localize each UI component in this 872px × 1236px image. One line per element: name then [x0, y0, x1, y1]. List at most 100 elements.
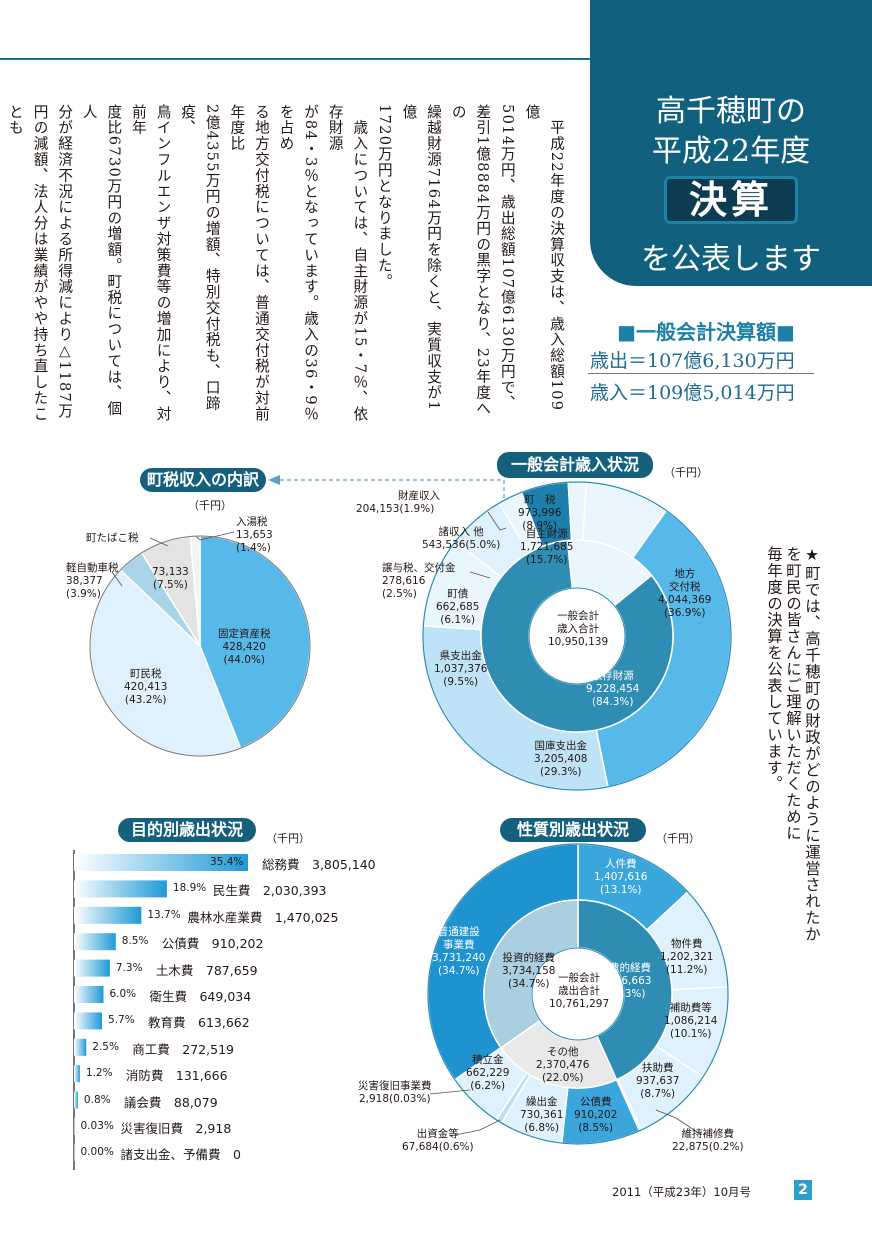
nature-outer-label-5-line-0: 公債費 [579, 1096, 612, 1108]
body-line-8: 2億4355万円の増額、特別交付税も、口蹄疫、 [179, 104, 221, 412]
nature-inner-label-1-line-0: その他 [546, 1046, 579, 1058]
town-tax-label-1-line-1: 420,413 [124, 681, 168, 693]
purpose-bar-label-10: 災害復旧費 2,918 [120, 1121, 232, 1136]
town-tax-label-4-line-2: (1.4%) [236, 542, 271, 554]
header-line-2: 平成22年度 [651, 134, 811, 169]
chart-title-purpose: 目的別歳出状況 [118, 818, 256, 842]
nature-outer-label-5-line-2: (8.5%) [578, 1122, 614, 1134]
town-tax-label-3b-line-1: (7.5%) [152, 579, 188, 591]
revenue-inner-label-1-line-1: 9,228,454 [586, 683, 640, 695]
summary-expenditure: 歳出＝107億6,130万円 [590, 350, 795, 372]
nature-outer-label-10-line-3: (34.7%) [437, 965, 480, 977]
nature-outer-label-3-line-0: 扶助費 [641, 1062, 674, 1074]
revenue-outer-label-7-line-0: 財産収入 [356, 490, 440, 502]
nature-outer-label-9-line-0: 災害復旧事業費 [358, 1080, 432, 1092]
purpose-bar-label-1: 民生費 2,030,393 [212, 883, 327, 899]
revenue-outer-label-3-line-0: 県支出金 [439, 650, 482, 662]
nature-outer-label-5-line-1: 910,202 [574, 1109, 618, 1121]
purpose-bar-pct-0: 35.4% [210, 856, 244, 868]
purpose-bar-pct-11: 0.00% [80, 1146, 114, 1159]
town-tax-label-1: 町民税 420,413 (43.2%) [124, 668, 167, 707]
revenue-outer-label-3-line-1: 1,037,376 [434, 663, 488, 675]
unit-town-tax: （千円） [188, 499, 232, 512]
body-line-2: 差引1億8884万円の黒字となり、23年度への [449, 104, 492, 417]
revenue-inner-label-0-line-2: (15.7%) [525, 554, 568, 566]
body-line-9: 鳥インフルエンザ対策費等の増加により、対前年 [129, 104, 172, 422]
revenue-outer-label-2: 国庫支出金 3,205,408 (29.3%) [534, 740, 587, 779]
town-tax-label-2-line-2: (3.9%) [66, 588, 101, 600]
revenue-outer-label-5-line-0: 譲与税、交付金 [382, 562, 456, 574]
town-tax-label-0-line-2: (44.0%) [223, 654, 266, 666]
nature-outer-label-8-line-1: 662,229 [466, 1067, 510, 1079]
nature-outer-label-1-line-1: 1,202,321 [660, 951, 714, 963]
purpose-bar-label-6: 教育費 613,662 [148, 1015, 250, 1031]
revenue-outer-label-6: 諸収入 他 543,536(5.0%) [422, 526, 500, 552]
nature-center-line-2: 10,761,297 [549, 998, 610, 1010]
purpose-bar-2 [74, 906, 142, 924]
purpose-bar-label-5: 衛生費 649,034 [149, 989, 252, 1004]
unit-purpose: （千円） [266, 832, 310, 845]
purpose-bar-label-11: 諸支出金、予備費 0 [120, 1147, 241, 1163]
revenue-inner-label-1-line-0: 依存財源 [591, 670, 634, 682]
revenue-outer-label-3: 県支出金 1,037,376 (9.5%) [434, 650, 487, 689]
nature-inner-label-2-line-0: 投資的経費 [502, 952, 555, 964]
town-tax-label-2-line-1: 38,377 [66, 575, 103, 587]
revenue-outer-label-1-line-2: 4,044,369 [658, 594, 712, 606]
header-line-3: を公表します [641, 242, 821, 277]
purpose-bar-label-2: 農林水産業費 1,470,025 [187, 909, 339, 925]
purpose-bar-label-7: 商工費 272,519 [132, 1041, 234, 1057]
nature-inner-label-1: その他 2,370,476 (22.0%) [536, 1046, 589, 1085]
nature-outer-label-6-line-1: 730,361 [520, 1109, 564, 1121]
town-tax-label-1-line-0: 町民税 [129, 668, 162, 680]
body-line-7: る地方交付税については、普通交付税が対前年度比 [228, 104, 270, 422]
purpose-bar-7 [74, 1038, 87, 1056]
town-tax-label-4-line-0: 入湯税 [236, 516, 268, 528]
nature-outer-label-6-line-0: 繰出金 [525, 1096, 558, 1108]
purpose-bar-label-4: 土木費 787,659 [155, 962, 258, 978]
purpose-bar-10 [74, 1118, 75, 1135]
purpose-bar-6 [74, 1012, 103, 1030]
town-tax-label-4: 入湯税 13,653 (1.4%) [236, 516, 273, 555]
nature-outer-label-1-line-2: (11.2%) [665, 964, 708, 976]
nature-outer-label-0-line-2: (13.1%) [599, 884, 642, 896]
nature-outer-label-4-line-1: 22,875(0.2%) [672, 1141, 744, 1153]
purpose-bar-pct-4: 7.3% [115, 961, 143, 974]
nature-outer-label-2-line-2: (10.1%) [669, 1028, 712, 1040]
nature-outer-label-7: 出資金等 67,684(0.6%) [402, 1128, 474, 1154]
nature-outer-label-4: 維持補修費 22,875(0.2%) [672, 1128, 744, 1154]
purpose-bar-pct-5: 6.0% [109, 988, 137, 1000]
nature-outer-label-7-line-1: 67,684(0.6%) [402, 1141, 474, 1153]
revenue-outer-label-7: 財産収入 204,153(1.9%) [356, 490, 440, 516]
body-line-0: 平成22年度の決算収支は、歳入総額109億 [523, 104, 565, 412]
nature-outer-label-10-line-0: 普通建設 [437, 926, 480, 938]
chart-title-town-tax: 町税収入の内訳 [140, 468, 266, 492]
revenue-outer-label-4-line-0: 町債 [447, 588, 469, 600]
nature-outer-label-2: 補助費等 1,086,214 (10.1%) [664, 1002, 717, 1041]
purpose-bar-label-8: 消防費 131,666 [125, 1068, 228, 1084]
nature-outer-label-5: 公債費 910,202 (8.5%) [574, 1096, 617, 1135]
revenue-outer-label-4: 町債 662,685 (6.1%) [436, 588, 479, 627]
revenue-center: 一般会計 歳入合計 10,950,139 [548, 610, 608, 649]
body-line-3: 繰越財源7164万円を除くと、実質収支が1億 [400, 104, 443, 412]
summary-revenue: 歳入＝109億5,014万円 [590, 382, 795, 404]
revenue-inner-label-1-line-2: (84.3%) [591, 696, 634, 708]
nature-outer-label-8-line-2: (6.2%) [470, 1080, 506, 1092]
nature-center-line-1: 歳出合計 [558, 985, 601, 997]
town-tax-label-0-line-0: 固定資産税 [218, 628, 271, 640]
summary-title: ■一般会計決算額■ [617, 320, 795, 344]
purpose-bar-5 [74, 986, 104, 1003]
side-note: ★町では、高千穂町の財政がどのように運営されたかを町民の皆さんにご理解いただくた… [764, 546, 821, 946]
town-tax-label-1-line-2: (43.2%) [124, 694, 167, 706]
nature-outer-label-6-line-2: (6.8%) [524, 1122, 560, 1134]
purpose-bar-pct-1: 18.9% [172, 882, 207, 895]
purpose-bar-label-9: 議会費 88,079 [123, 1094, 218, 1110]
revenue-outer-label-5: 譲与税、交付金 278,616 (2.5%) [382, 562, 456, 601]
purpose-bar-11 [74, 1144, 75, 1162]
nature-outer-label-4-line-0: 維持補修費 [681, 1128, 735, 1140]
purpose-bar-pct-9: 0.8% [83, 1093, 111, 1106]
revenue-outer-label-6-line-0: 諸収入 他 [438, 526, 484, 538]
revenue-outer-label-0-line-1: 973,996 [518, 507, 562, 519]
revenue-outer-label-2-line-1: 3,205,408 [534, 753, 588, 765]
